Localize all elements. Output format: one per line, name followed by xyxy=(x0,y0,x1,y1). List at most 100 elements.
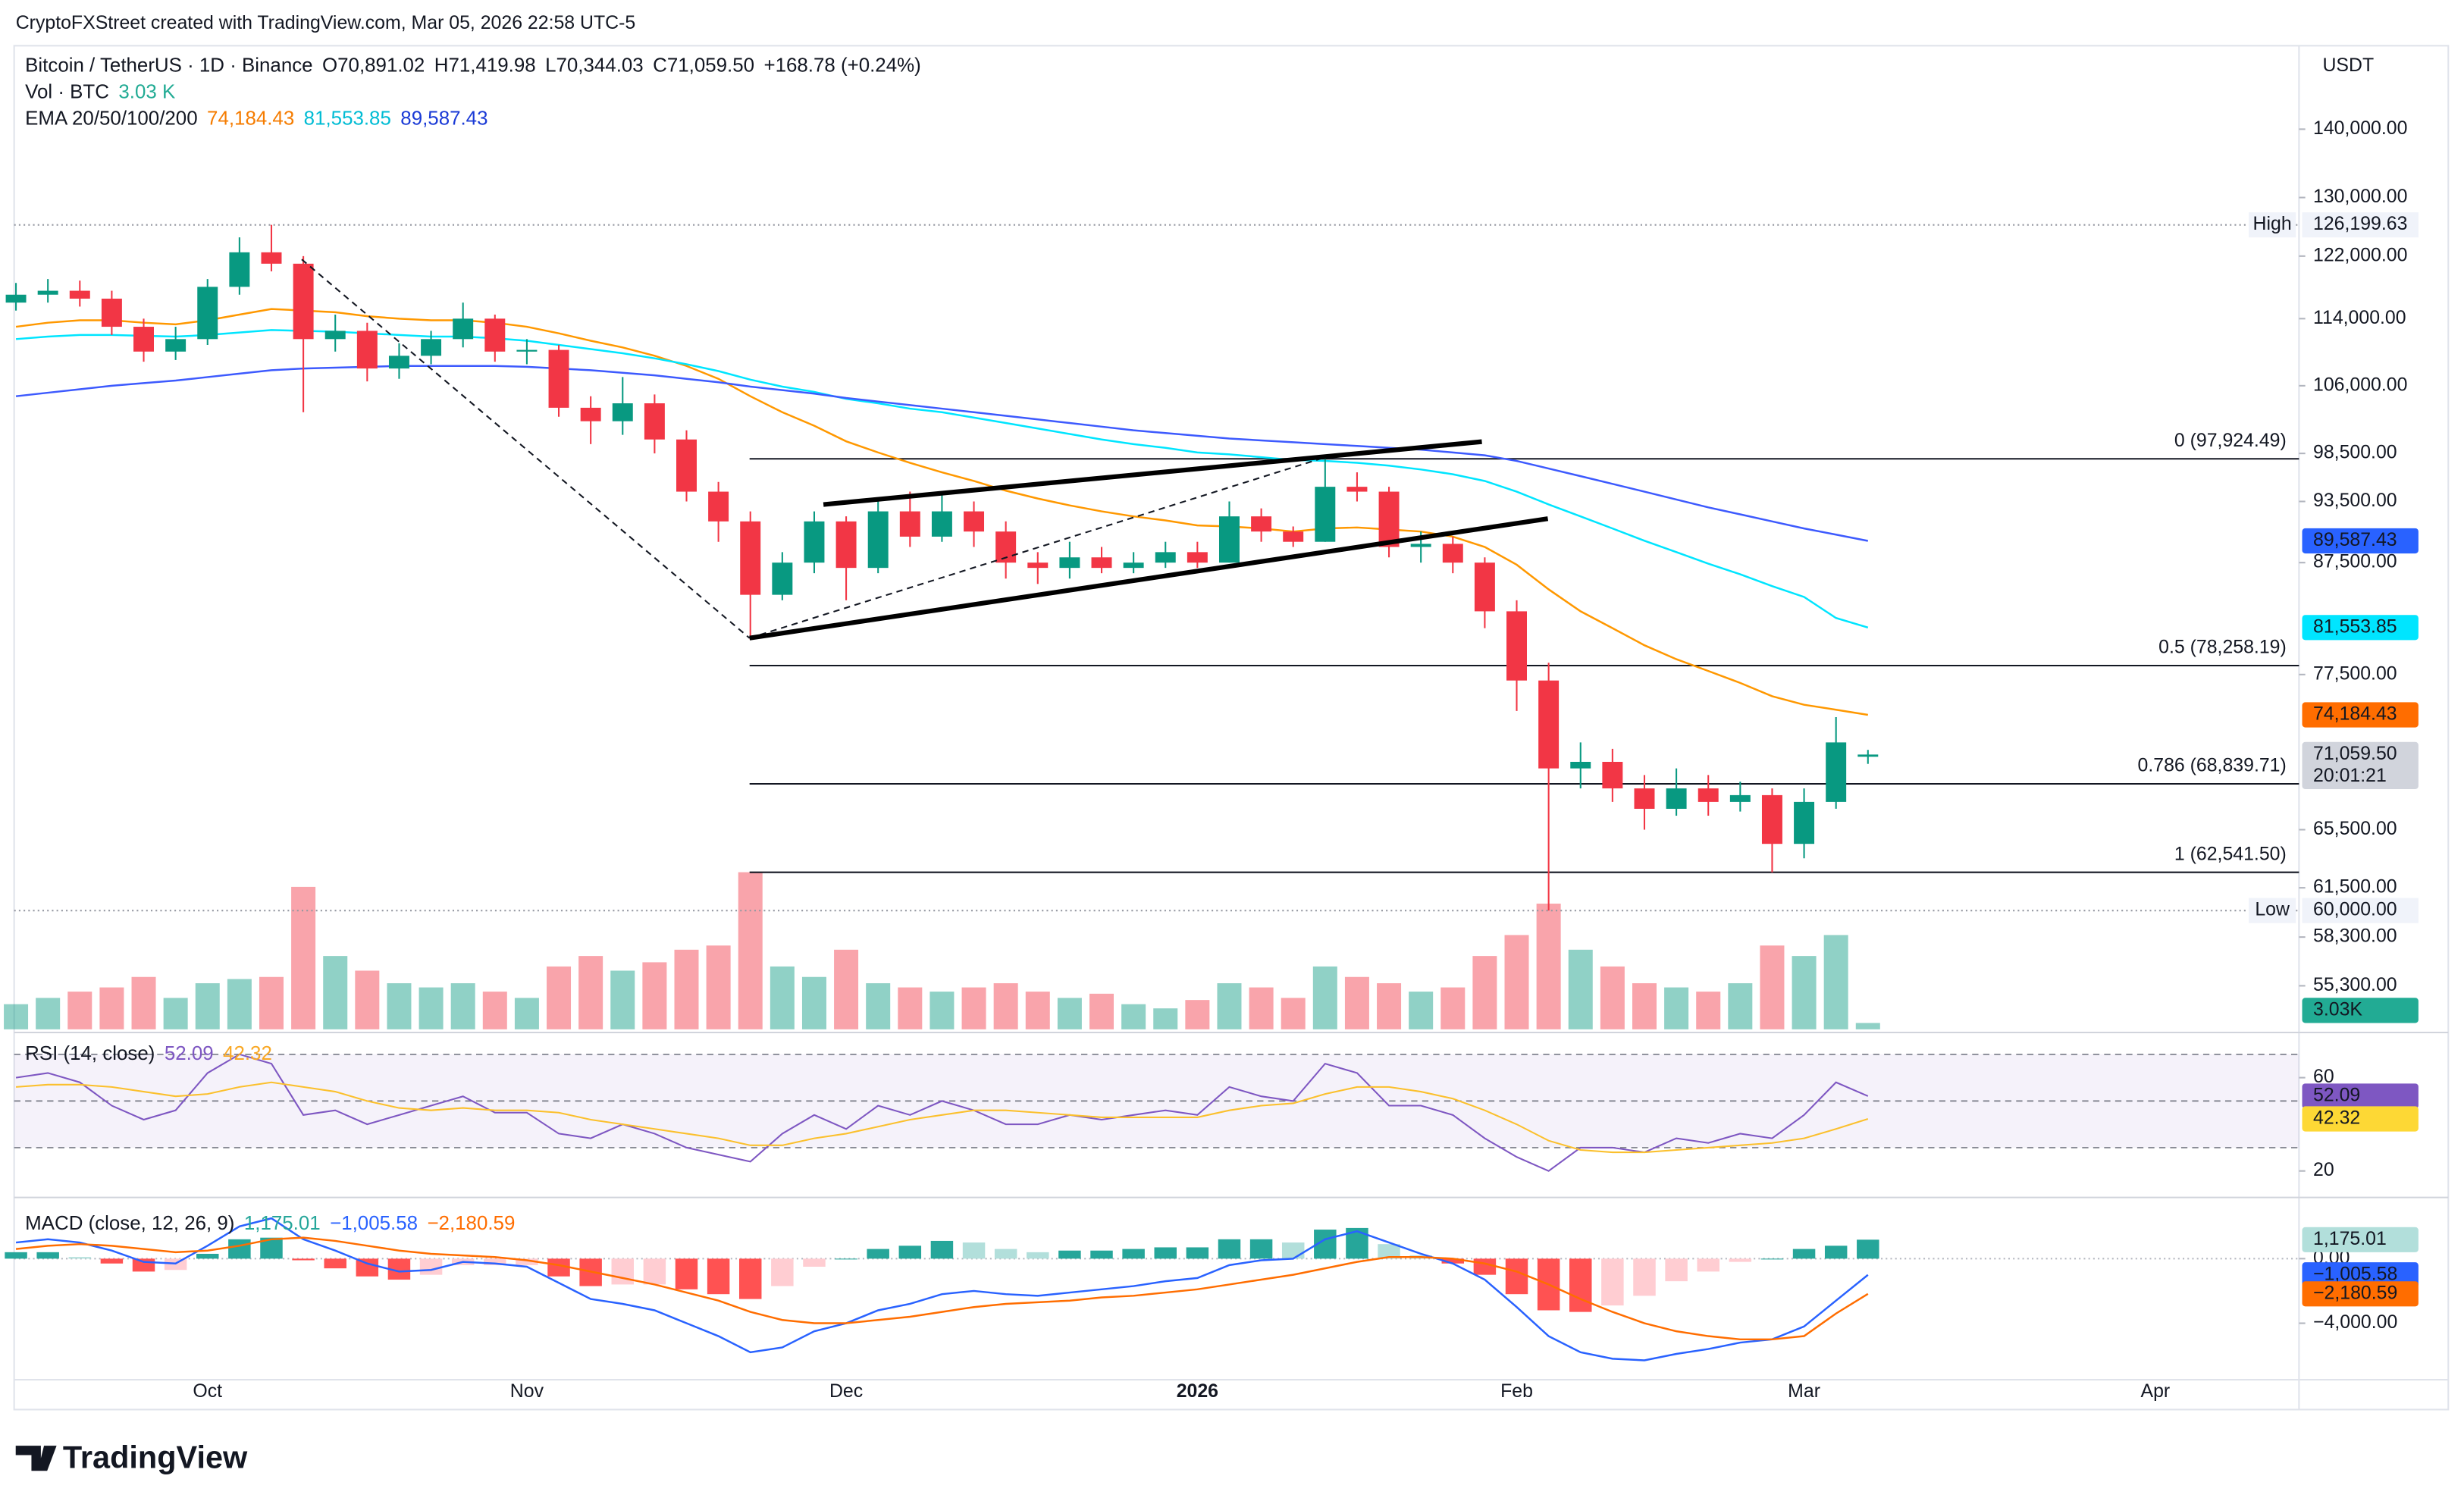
macd-histogram-bar xyxy=(1186,1247,1209,1259)
macd-histogram-bar xyxy=(1569,1258,1592,1312)
y-tick-label: 98,500.00 xyxy=(2313,442,2397,463)
y-tick-label: 114,000.00 xyxy=(2313,307,2406,328)
volume-bar xyxy=(1281,998,1306,1029)
candle-body xyxy=(356,331,378,369)
candle-body xyxy=(1506,611,1527,681)
volume-bar xyxy=(1057,998,1082,1029)
macd-title: MACD (close, 12, 26, 9) xyxy=(25,1213,234,1234)
volume-bar xyxy=(1185,1000,1210,1029)
macd-histogram-bar xyxy=(324,1258,346,1269)
macd-histogram-bar xyxy=(100,1258,124,1264)
level-name: High xyxy=(2253,213,2292,234)
rsi-title: RSI (14, close) xyxy=(25,1043,155,1064)
macd-histogram-bar xyxy=(675,1258,698,1289)
candle-body xyxy=(804,521,825,563)
candle-body xyxy=(1059,557,1080,569)
macd-histogram-bar xyxy=(962,1242,986,1259)
signal-value: −2,180.59 xyxy=(427,1213,515,1234)
credit: CryptoFXStreet created with TradingView.… xyxy=(16,12,636,33)
volume-bar xyxy=(291,886,316,1029)
y-tick-label: 106,000.00 xyxy=(2313,374,2407,395)
macd-histogram-bar xyxy=(356,1258,379,1277)
logo-mark xyxy=(15,1446,57,1471)
volume-bar xyxy=(131,976,156,1029)
wedge-lower xyxy=(749,516,1549,641)
y-tick-label: 130,000.00 xyxy=(2313,186,2407,207)
volume-bar xyxy=(1536,904,1561,1029)
macd-histogram-bar xyxy=(1473,1258,1497,1275)
rsi-badge-label: 52.09 xyxy=(2313,1084,2360,1105)
volume-bar xyxy=(738,872,763,1029)
candle-body xyxy=(101,298,122,327)
macd-histogram-bar xyxy=(5,1252,27,1259)
macd-histogram-bar xyxy=(1027,1252,1049,1259)
macd-histogram-bar xyxy=(1824,1246,1848,1259)
macd-badge-label: −2,180.59 xyxy=(2313,1282,2397,1303)
ema-line xyxy=(15,329,1869,628)
volume-bar xyxy=(834,949,859,1029)
macd-badge xyxy=(2302,1262,2419,1288)
macd-histogram-bar xyxy=(1697,1258,1719,1272)
macd-histogram-bar xyxy=(36,1252,59,1259)
macd-histogram-bar xyxy=(803,1258,826,1267)
fib-label: 0.786 (68,839.71) xyxy=(2138,755,2287,776)
x-tick-label: Feb xyxy=(1500,1380,1533,1402)
x-tick-label: Mar xyxy=(1788,1380,1820,1402)
macd-histogram-bar xyxy=(1218,1239,1241,1259)
ema-value: 81,553.85 xyxy=(304,108,391,130)
macd-histogram-bar xyxy=(1857,1239,1879,1259)
volume-bar xyxy=(1792,956,1817,1029)
x-tick-label: Oct xyxy=(193,1380,222,1402)
volume-bar xyxy=(866,983,891,1029)
level-name-bg xyxy=(2249,212,2296,238)
macd-line xyxy=(15,1236,1869,1341)
macd-histogram-bar xyxy=(1441,1258,1465,1264)
price-badge xyxy=(2302,702,2419,728)
volume-bar xyxy=(195,983,220,1029)
volume-bar xyxy=(1728,983,1753,1029)
plot xyxy=(4,224,2299,1361)
volume-bar xyxy=(227,979,252,1029)
candle-body xyxy=(1602,761,1623,788)
volume-bar xyxy=(1568,949,1593,1029)
price-badge xyxy=(2302,615,2419,641)
candle-body xyxy=(1538,680,1560,769)
fib-label: 0 (97,924.49) xyxy=(2174,430,2287,451)
volume-bar xyxy=(387,983,412,1029)
volume-bar xyxy=(610,970,635,1029)
macd-hist-value: 1,175.01 xyxy=(244,1213,321,1234)
volume-bar xyxy=(482,992,507,1029)
volume-bar xyxy=(993,983,1018,1029)
candle-body xyxy=(1729,794,1751,802)
macd-histogram-bar xyxy=(867,1249,889,1259)
candle-body xyxy=(1123,562,1144,569)
x-tick-label: Dec xyxy=(829,1380,863,1402)
volume-bar xyxy=(1855,1023,1880,1029)
legend-symbol: Bitcoin / TetherUS · 1D · Binance O70,891… xyxy=(25,55,921,76)
candle-body xyxy=(388,356,409,369)
x-tick-label: Nov xyxy=(510,1380,544,1402)
macd-histogram-bar xyxy=(771,1258,794,1286)
level-name: Low xyxy=(2255,899,2290,920)
candle-body xyxy=(197,287,218,340)
fib-label: 1 (62,541.50) xyxy=(2174,843,2287,864)
candle-body xyxy=(1027,562,1049,569)
candle-body xyxy=(293,263,314,340)
macd-histogram-bar xyxy=(1601,1258,1624,1306)
volume-bar xyxy=(801,976,826,1029)
dashed-trend xyxy=(301,258,751,639)
macd-histogram-bar xyxy=(1792,1249,1816,1259)
legend-ema: EMA 20/50/100/200 74,184.43 81,553.85 89,58… xyxy=(25,108,487,130)
labels: 140,000.00 130,000.00 122,000.00 114,000.00… xyxy=(193,118,2419,1402)
macd-histogram-bar xyxy=(1281,1242,1305,1259)
volume-bar xyxy=(450,983,475,1029)
macd-histogram-bar xyxy=(611,1258,635,1285)
candle-body xyxy=(453,318,474,340)
candle-body xyxy=(324,331,346,340)
legend-macd: MACD (close, 12, 26, 9) 1,175.01 −1,005.58… xyxy=(25,1213,515,1234)
macd-histogram-bar xyxy=(930,1240,954,1259)
macd-histogram-bar xyxy=(132,1258,155,1272)
chart-border xyxy=(13,45,2450,1411)
candle-body xyxy=(37,290,58,295)
candle-body xyxy=(1378,491,1400,547)
